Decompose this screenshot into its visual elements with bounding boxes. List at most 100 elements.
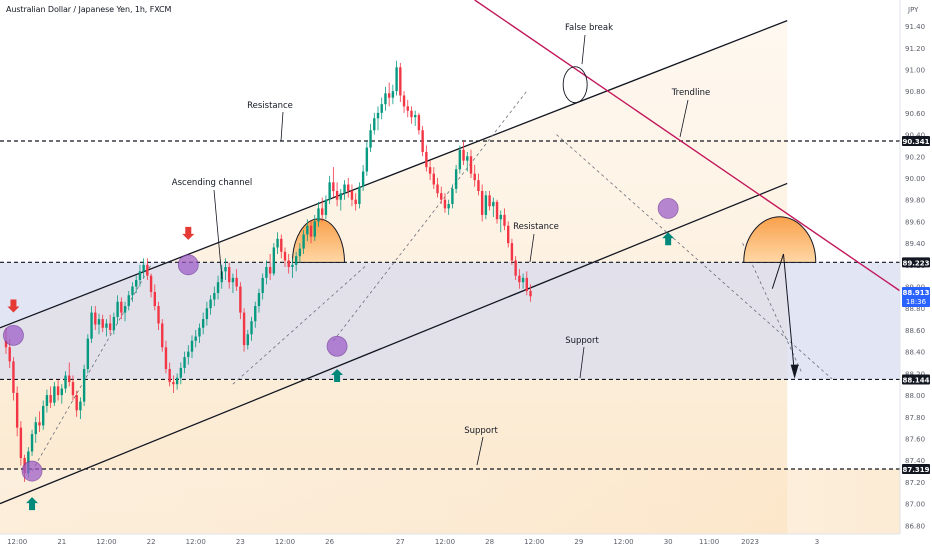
candle-body-93 xyxy=(350,191,354,200)
projection-dashed-line-2 xyxy=(333,90,528,342)
candle-body-122 xyxy=(458,149,462,170)
time-tick-9: 12:00 xyxy=(435,538,455,546)
candle-body-135 xyxy=(507,225,510,244)
candle-body-128 xyxy=(480,191,484,215)
candle-body-46 xyxy=(175,377,179,385)
candle-body-91 xyxy=(343,184,346,194)
price-label-0: 90.341 xyxy=(902,138,929,146)
candle-body-97 xyxy=(365,147,369,172)
time-tick-11: 12:00 xyxy=(524,538,544,546)
time-tick-4: 12:00 xyxy=(186,538,206,546)
price-label-1: 89.223 xyxy=(902,259,929,267)
candle-body-101 xyxy=(380,104,383,113)
price-tick-16: 88.20 xyxy=(905,370,925,378)
candle-body-78 xyxy=(294,256,298,265)
price-tick-17: 88.00 xyxy=(905,392,925,400)
candle-body-85 xyxy=(321,208,324,215)
time-tick-7: 26 xyxy=(325,538,334,546)
candle-body-90 xyxy=(339,193,342,200)
candle-body-125 xyxy=(469,156,473,174)
candle-body-51 xyxy=(194,336,197,341)
price-tick-4: 90.60 xyxy=(905,110,925,118)
annotation-label-3: Trendline xyxy=(671,88,711,98)
price-tick-10: 89.40 xyxy=(905,240,925,248)
candle-body-29 xyxy=(112,316,116,330)
annotation-leader-5 xyxy=(579,346,585,379)
time-tick-8: 27 xyxy=(396,538,405,546)
candle-body-57 xyxy=(216,282,220,294)
touch-marker-2 xyxy=(177,254,199,276)
candle-body-4 xyxy=(19,427,23,459)
candle-body-120 xyxy=(451,188,454,205)
candle-body-52 xyxy=(198,327,201,337)
candle-body-10 xyxy=(42,405,45,426)
candle-body-104 xyxy=(391,91,395,98)
price-tick-20: 87.40 xyxy=(905,457,925,465)
false-break-circle xyxy=(562,66,588,104)
candle-body-110 xyxy=(414,115,417,118)
rounded-top-dome-0 xyxy=(291,218,345,263)
candle-body-36 xyxy=(138,271,142,281)
candle-body-67 xyxy=(254,306,257,322)
markers-layer xyxy=(3,66,679,511)
candle-body-66 xyxy=(250,321,253,335)
candle-body-105 xyxy=(395,67,398,92)
candle-body-117 xyxy=(440,193,443,200)
annotation-label-5: Support xyxy=(565,336,599,346)
candle-body-76 xyxy=(287,260,290,267)
candle-body-130 xyxy=(488,195,491,207)
candle-body-54 xyxy=(205,308,209,320)
candle-body-92 xyxy=(347,184,350,192)
touch-marker-3 xyxy=(326,335,348,357)
candle-body-39 xyxy=(149,275,153,292)
candle-body-47 xyxy=(179,367,183,378)
price-tick-7: 90.00 xyxy=(905,175,925,183)
price-label-bg-0 xyxy=(902,135,930,146)
candle-body-9 xyxy=(38,422,41,426)
candle-body-79 xyxy=(298,248,302,257)
time-tick-6: 12:00 xyxy=(275,538,295,546)
candle-body-81 xyxy=(306,225,309,235)
price-tick-22: 87.00 xyxy=(905,501,925,509)
price-tick-18: 87.80 xyxy=(905,414,925,422)
candle-body-140 xyxy=(525,277,528,291)
price-axis-panel xyxy=(900,0,932,550)
price-tick-9: 89.60 xyxy=(905,218,925,226)
candle-body-37 xyxy=(142,264,145,272)
price-tick-14: 88.60 xyxy=(905,327,925,335)
candle-body-137 xyxy=(514,260,517,276)
candle-body-20 xyxy=(79,401,82,411)
candle-body-53 xyxy=(201,319,205,328)
candle-body-8 xyxy=(34,422,37,435)
annotation-leader-6 xyxy=(476,436,484,466)
candle-body-75 xyxy=(283,251,287,261)
price-tick-2: 91.00 xyxy=(905,66,925,74)
time-tick-5: 23 xyxy=(236,538,245,546)
touch-marker-0 xyxy=(3,324,24,346)
candle-body-13 xyxy=(53,386,56,403)
candle-body-56 xyxy=(213,293,216,300)
rounded-top-dome-1 xyxy=(743,216,817,263)
candle-body-103 xyxy=(387,93,391,98)
candle-body-72 xyxy=(272,247,276,274)
price-tick-5: 90.40 xyxy=(905,132,925,140)
candle-body-88 xyxy=(332,182,335,192)
candle-body-138 xyxy=(518,275,521,283)
candle-body-22 xyxy=(86,338,90,370)
candle-body-7 xyxy=(30,434,34,452)
candle-body-40 xyxy=(153,291,156,307)
candle-body-64 xyxy=(242,312,246,346)
projection-arrow-line xyxy=(782,253,796,376)
candle-body-27 xyxy=(105,323,108,328)
candle-body-111 xyxy=(417,115,421,131)
candle-body-63 xyxy=(239,286,242,313)
candle-body-25 xyxy=(97,319,101,325)
candle-body-108 xyxy=(406,106,409,111)
candle-body-84 xyxy=(317,208,320,222)
candle-body-70 xyxy=(265,267,268,278)
candle-body-109 xyxy=(410,110,413,118)
price-label-bg-1 xyxy=(902,257,930,268)
candle-body-55 xyxy=(209,299,212,309)
